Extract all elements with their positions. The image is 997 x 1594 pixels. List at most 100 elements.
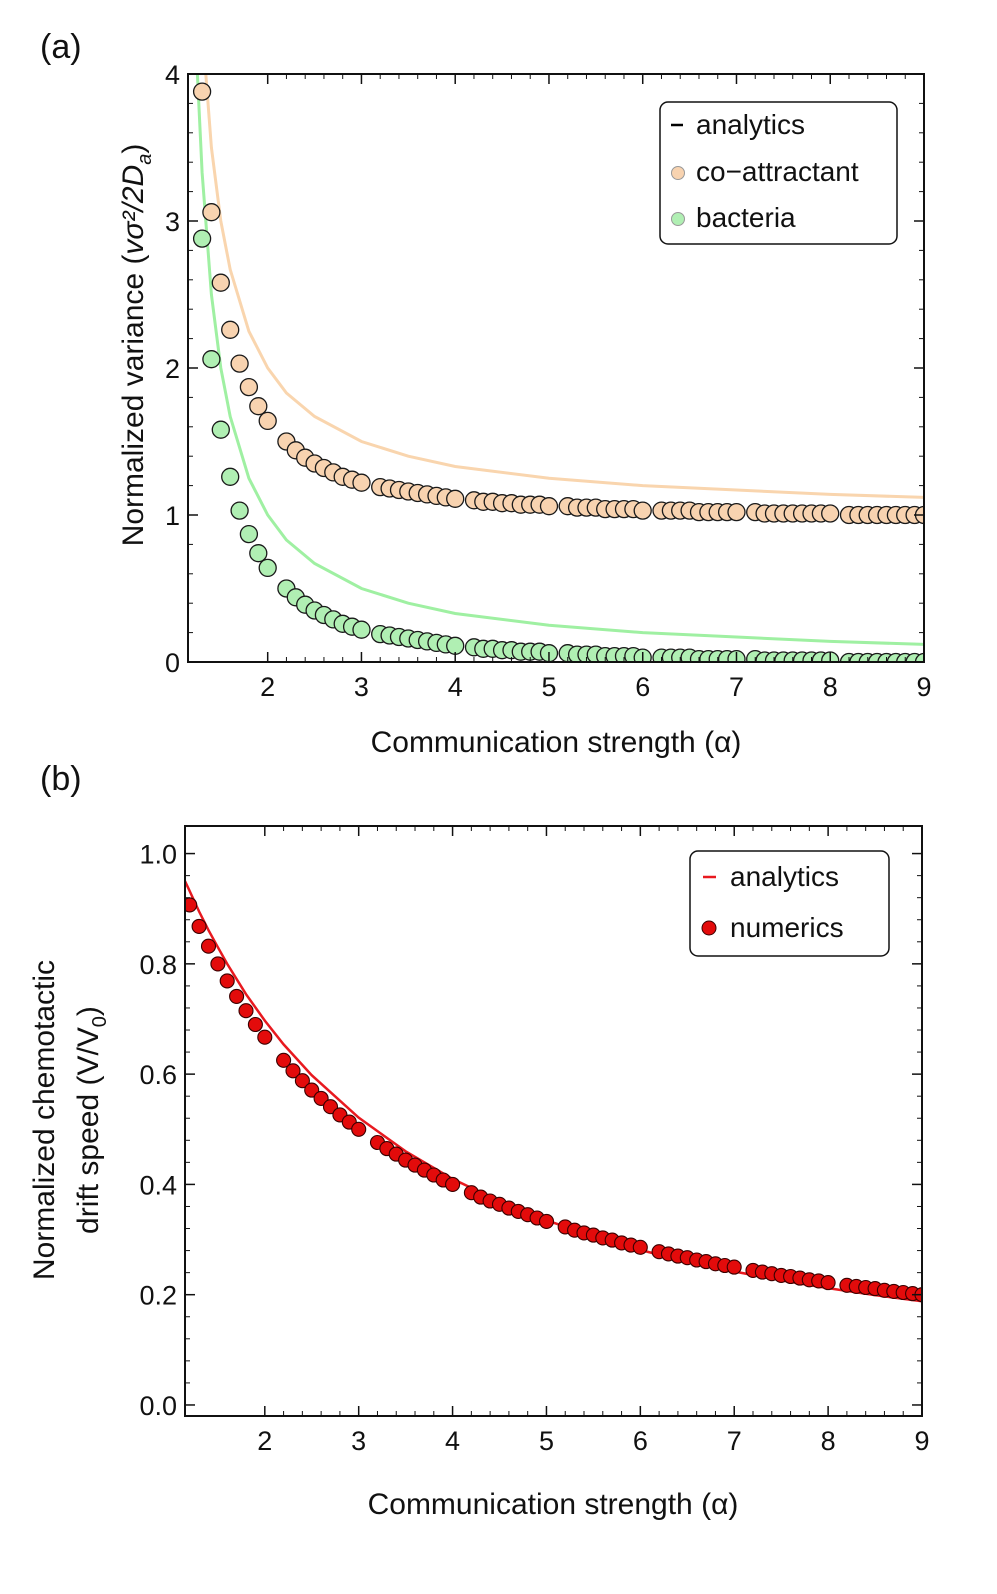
legend-a-bacteria: bacteria [696,202,796,233]
point-co-attractant [221,320,240,339]
panel-a-points [192,82,924,662]
point-bacteria [202,350,221,369]
point-co-attractant [821,504,840,523]
x-tick-label: 7 [729,672,744,702]
point-co-attractant [446,489,465,508]
point-bacteria [249,544,268,563]
y-tick-label: 0 [165,648,180,678]
point-numerics [247,1016,263,1033]
x-tick-label: 2 [260,672,275,702]
point-bacteria [221,467,240,486]
x-tick-label: 8 [821,1426,836,1456]
x-tick-label: 4 [448,672,463,702]
y-tick-label: 3 [165,207,180,237]
point-numerics [351,1121,367,1137]
point-bacteria [211,420,230,439]
legend-a-coattractant-marker [671,166,685,180]
panel-b-frame [184,825,923,1417]
legend-b-numerics: numerics [730,912,844,943]
point-co-attractant [249,397,268,416]
legend-a-coattractant: co−attractant [696,156,859,187]
panel-a-curves [195,74,924,646]
legend-a-analytics: analytics [696,109,805,140]
panel-b-points [185,897,922,1303]
y-tick-label: 2 [165,354,180,384]
point-numerics [538,1213,555,1229]
x-tick-label: 8 [823,672,838,702]
y-tick-label: 0.6 [139,1060,177,1090]
point-bacteria [352,620,371,639]
legend-b-analytics: analytics [730,861,839,892]
point-numerics [304,1082,320,1098]
y-tick-label: 1 [165,501,180,531]
y-tick-label: 0.8 [139,950,177,980]
y-tick-label: 4 [165,60,180,90]
point-numerics [238,1003,254,1019]
legend-a-bacteria-marker [671,212,685,226]
y-tick-label: 0.4 [139,1170,177,1200]
panel-a-y-axis-label: Normalized variance (vσ²/2Da) [117,144,156,547]
x-tick-label: 4 [445,1426,460,1456]
panel-a: (a) 2 3 4 5 6 7 8 9 0 1 2 3 4 Communication strength… [40,28,932,759]
panel-b: (b) 2 3 4 5 6 7 8 9 0.0 0.2 0.4 0.6 0.8 1.0 Communica… [28,760,930,1521]
panel-b-y-axis-label-line2: drift speed (V/V0) [72,1006,111,1234]
point-bacteria [446,636,465,655]
x-tick-label: 5 [539,1426,554,1456]
point-numerics [285,1063,301,1079]
x-tick-label: 5 [541,672,556,702]
point-numerics [210,956,226,972]
point-numerics [200,938,217,954]
x-tick-label: 7 [727,1426,742,1456]
point-co-attractant [633,501,652,520]
point-co-attractant [539,497,559,516]
point-bacteria [239,524,259,544]
point-numerics [257,1029,273,1045]
panel-b-y-axis-label: Normalized chemotactic drift speed (V/V0… [28,960,111,1280]
x-tick-label: 3 [354,672,369,702]
panel-b-y-axis-label-line1: Normalized chemotactic [28,960,61,1280]
point-co-attractant [258,411,277,431]
point-co-attractant [727,502,746,522]
point-numerics [820,1275,836,1291]
legend-b-numerics-marker [701,920,717,936]
point-co-attractant [202,203,221,222]
x-tick-label: 3 [351,1426,366,1456]
panel-b-ticks: 2 3 4 5 6 7 8 9 0.0 0.2 0.4 0.6 0.8 1.0 [139,826,930,1456]
x-tick-label: 2 [257,1426,272,1456]
x-tick-label: 9 [916,672,931,702]
point-numerics [294,1073,310,1089]
point-numerics [191,918,207,934]
panel-a-legend: analytics co−attractant bacteria [659,101,898,245]
panel-b-legend: analytics numerics [689,850,890,957]
panel-b-label: (b) [40,760,82,798]
panel-a-legend-box [659,101,898,245]
x-tick-label: 6 [633,1426,648,1456]
series-line-co-attractant-analytics [204,74,924,499]
panel-b-legend-box [689,850,890,957]
point-co-attractant [352,473,371,492]
point-numerics [276,1052,292,1068]
point-numerics [632,1239,648,1255]
point-numerics [445,1176,461,1192]
x-tick-label: 6 [635,672,650,702]
panel-a-label: (a) [40,28,82,66]
point-numerics [219,973,235,989]
point-bacteria [230,501,249,520]
point-bacteria [258,558,277,578]
point-co-attractant [211,273,230,292]
x-tick-label: 9 [914,1426,929,1456]
point-numerics [313,1090,329,1106]
y-tick-label: 0.2 [139,1281,177,1311]
point-numerics [726,1259,742,1275]
y-tick-label: 1.0 [139,840,177,870]
panel-a-ticks: 2 3 4 5 6 7 8 9 0 1 2 3 4 [165,60,932,702]
point-co-attractant [192,82,212,101]
panel-a-x-axis-label: Communication strength (α) [371,726,742,759]
point-bacteria [192,229,212,248]
point-bacteria [914,652,924,662]
series-line-bacteria-analytics [195,74,924,646]
panel-b-x-axis-label: Communication strength (α) [368,1488,739,1521]
point-co-attractant [239,377,259,397]
point-numerics [229,988,245,1004]
